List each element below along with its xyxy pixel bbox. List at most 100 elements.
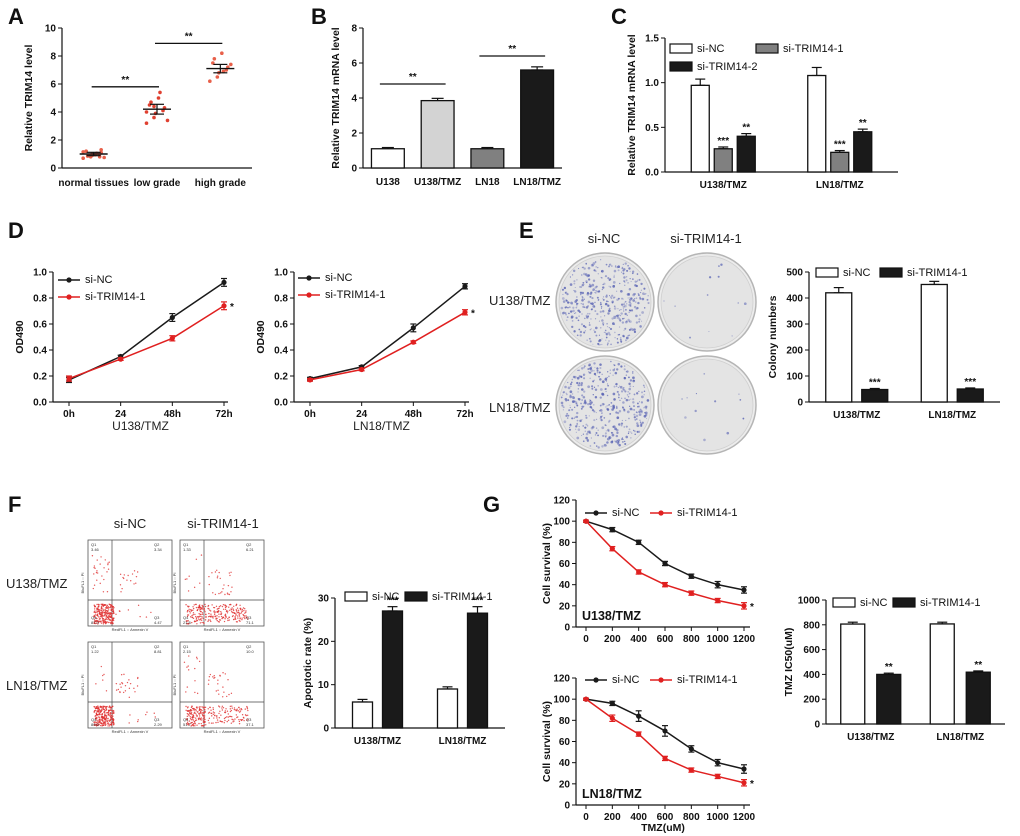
colony-dot bbox=[602, 298, 605, 301]
colony-dot bbox=[616, 405, 618, 407]
colony-dot bbox=[595, 418, 598, 421]
event-dot bbox=[192, 607, 195, 610]
legend-swatch bbox=[669, 43, 693, 54]
colony-dot bbox=[584, 399, 587, 402]
event-dot bbox=[119, 573, 122, 576]
colony-dot bbox=[577, 397, 580, 400]
event-dot bbox=[127, 574, 129, 577]
colony-dot bbox=[636, 430, 639, 433]
colony-dot bbox=[608, 307, 611, 310]
event-dot bbox=[204, 603, 206, 606]
colony-dot bbox=[615, 315, 617, 317]
event-dot bbox=[238, 706, 240, 709]
colony-dot bbox=[587, 300, 591, 304]
event-dot bbox=[213, 606, 215, 609]
colony-dot bbox=[623, 376, 627, 380]
series-point bbox=[662, 560, 668, 567]
series-point bbox=[715, 760, 721, 766]
event-dot bbox=[104, 720, 106, 723]
quadrant-value: 51.7 bbox=[183, 722, 192, 727]
colony-dot bbox=[565, 306, 568, 308]
colony-dot bbox=[576, 422, 578, 425]
event-dot bbox=[133, 570, 136, 572]
event-dot bbox=[137, 604, 140, 607]
bar bbox=[713, 148, 733, 173]
event-dot bbox=[190, 712, 193, 714]
event-dot bbox=[111, 617, 113, 619]
colony-dot bbox=[623, 387, 625, 389]
event-dot bbox=[192, 612, 195, 614]
event-dot bbox=[135, 575, 138, 578]
event-dot bbox=[207, 620, 209, 623]
colony-dot bbox=[571, 274, 574, 276]
colony-dot bbox=[591, 283, 595, 287]
colony-dot bbox=[636, 418, 638, 420]
colony-dot bbox=[584, 330, 586, 332]
colony-dot bbox=[607, 384, 609, 387]
event-dot bbox=[110, 616, 112, 618]
event-dot bbox=[194, 613, 196, 616]
y-tick-label: 400 bbox=[786, 294, 803, 305]
colony-dot bbox=[601, 373, 603, 376]
colony-dot bbox=[591, 409, 595, 412]
colony-dot bbox=[613, 398, 616, 401]
event-dot bbox=[232, 615, 234, 617]
event-dot bbox=[107, 711, 109, 714]
event-dot bbox=[216, 615, 218, 617]
event-dot bbox=[193, 709, 195, 711]
significance-label: * bbox=[471, 308, 475, 319]
colony-dot bbox=[569, 310, 573, 313]
data-point bbox=[220, 51, 224, 55]
legend-marker bbox=[658, 677, 664, 683]
colony-dot bbox=[689, 336, 691, 339]
event-dot bbox=[96, 607, 98, 610]
event-dot bbox=[102, 721, 105, 724]
colony-dot bbox=[586, 316, 589, 319]
colony-dot bbox=[612, 368, 615, 372]
colony-dot bbox=[609, 372, 611, 374]
panel-label-e: E bbox=[519, 218, 534, 243]
event-dot bbox=[104, 612, 106, 614]
series-point bbox=[462, 309, 468, 315]
legend-marker bbox=[658, 510, 664, 516]
event-dot bbox=[94, 610, 96, 612]
colony-dot bbox=[742, 417, 745, 420]
event-dot bbox=[229, 708, 232, 710]
event-dot bbox=[207, 719, 210, 722]
colony-dot bbox=[605, 333, 609, 336]
colony-dot bbox=[580, 383, 583, 387]
event-dot bbox=[229, 574, 231, 577]
colony-dot bbox=[622, 269, 625, 272]
colony-dot bbox=[581, 298, 584, 302]
event-dot bbox=[233, 720, 235, 722]
event-dot bbox=[107, 612, 110, 614]
event-dot bbox=[195, 615, 197, 618]
colony-dot bbox=[585, 423, 588, 426]
event-dot bbox=[241, 718, 244, 721]
colony-dot bbox=[630, 309, 634, 312]
colony-dot bbox=[580, 402, 582, 405]
event-dot bbox=[242, 607, 245, 609]
series-point bbox=[688, 746, 694, 752]
event-dot bbox=[216, 610, 219, 613]
event-dot bbox=[185, 604, 187, 606]
event-dot bbox=[103, 723, 105, 725]
event-dot bbox=[212, 676, 214, 678]
colony-dot bbox=[708, 276, 712, 279]
event-dot bbox=[241, 608, 244, 611]
y-tick-label: 0 bbox=[351, 164, 357, 175]
event-dot bbox=[241, 708, 243, 711]
colony-dot bbox=[616, 368, 619, 371]
colony-dot bbox=[628, 309, 631, 312]
colony-dot bbox=[604, 329, 607, 332]
event-dot bbox=[204, 706, 207, 709]
event-dot bbox=[192, 606, 194, 608]
colony-dot bbox=[632, 372, 634, 374]
x-axis-label: LN18/TMZ bbox=[353, 419, 410, 433]
data-point bbox=[102, 155, 106, 160]
event-dot bbox=[197, 618, 200, 620]
event-dot bbox=[228, 693, 230, 696]
event-dot bbox=[198, 605, 201, 608]
event-dot bbox=[190, 706, 193, 709]
series-point bbox=[609, 527, 615, 533]
